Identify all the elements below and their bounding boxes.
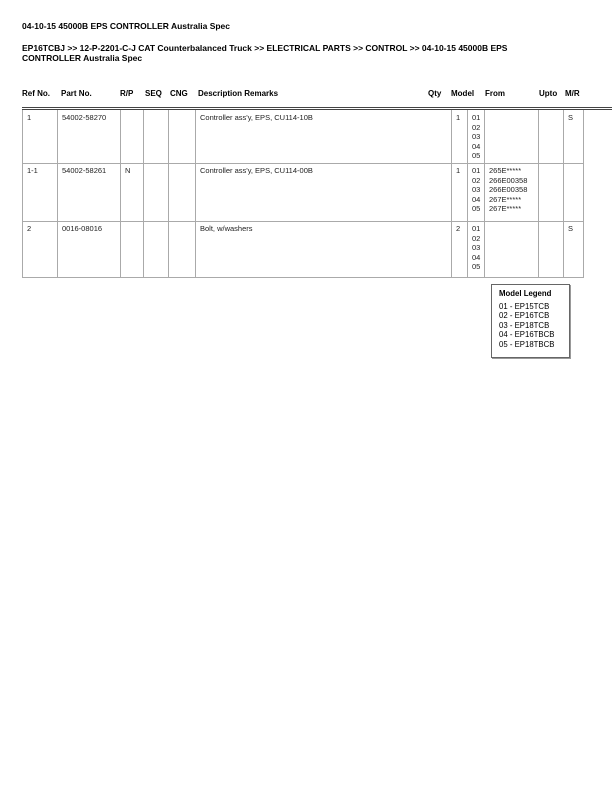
table-row: 1-1 54002-58261 N Controller ass'y, EPS, CU… — [22, 163, 584, 222]
column-header: Ref No. — [22, 89, 50, 98]
model-legend: Model Legend 01 - EP15TCB 02 - EP16TCB 0… — [491, 284, 570, 358]
column-header: CNG — [170, 89, 188, 98]
cell-from — [484, 221, 538, 277]
column-header: M/R — [565, 89, 580, 98]
models-value: 04 — [472, 141, 481, 151]
cell-qty: 1 — [451, 163, 467, 221]
cell-models: 01 02 03 04 05 — [467, 221, 484, 277]
table-row: 2 0016-08016 Bolt, w/washers 2 01 02 03 04 05 S — [22, 221, 584, 278]
breadcrumb: EP16TCBJ >> 12-P-2201-C-J CAT Counterbal… — [22, 43, 508, 63]
column-header: Part No. — [61, 89, 92, 98]
cell-desc: Controller ass'y, EPS, CU114-00B — [195, 163, 451, 221]
from-value: 267E***** — [489, 194, 522, 204]
header-divider — [22, 107, 612, 110]
cell-ref: 2 — [22, 221, 57, 277]
from-value: 265E***** — [489, 166, 522, 175]
column-header: R/P — [120, 89, 134, 98]
cell-upto — [538, 221, 563, 277]
column-header: Qty — [428, 89, 442, 98]
models-value: 05 — [472, 262, 481, 272]
models-value: 03 — [472, 243, 481, 253]
legend-item: 02 - EP16TCB — [499, 311, 550, 321]
from-value: 266E00358 — [489, 185, 528, 195]
models-value: 03 — [472, 132, 481, 142]
models-value: 05 — [472, 151, 481, 161]
models-value: 02 — [472, 122, 481, 132]
cell-cng — [168, 163, 195, 221]
models-value: 02 — [472, 233, 481, 243]
column-header: Description Remarks — [198, 89, 279, 98]
models-value: 03 — [472, 185, 481, 195]
models-value: 02 — [472, 175, 481, 185]
cell-ref: 1 — [22, 110, 57, 163]
column-header: Model — [451, 89, 475, 98]
models-value: 05 — [472, 204, 481, 214]
legend-item: 01 - EP15TCB — [499, 301, 550, 311]
cell-seq — [143, 221, 168, 277]
cell-part: 54002-58261 — [57, 163, 120, 221]
cell-part: 54002-58270 — [57, 110, 120, 163]
models-value: 01 — [472, 113, 481, 122]
models-value: 01 — [472, 166, 481, 175]
cell-from: 265E***** 266E00358 266E00358 267E***** 267E… — [484, 163, 538, 221]
legend-title: Model Legend — [499, 289, 552, 298]
cell-qty: 2 — [451, 221, 467, 277]
cell-cng — [168, 110, 195, 163]
from-value: 266E00358 — [489, 175, 528, 185]
cell-upto — [538, 110, 563, 163]
cell-part: 0016-08016 — [57, 221, 120, 277]
cell-models: 01 02 03 04 05 — [467, 163, 484, 221]
cell-models: 01 02 03 04 05 — [467, 110, 484, 163]
legend-item: 05 - EP18TBCB — [499, 339, 555, 349]
cell-seq — [143, 110, 168, 163]
cell-rp — [120, 110, 143, 163]
legend-item: 04 - EP16TBCB — [499, 330, 555, 340]
cell-qty: 1 — [451, 110, 467, 163]
cell-desc: Bolt, w/washers — [195, 221, 451, 277]
column-header: SEQ — [145, 89, 162, 98]
cell-cng — [168, 221, 195, 277]
page-title: 04-10-15 45000B EPS CONTROLLER Australia… — [22, 21, 231, 31]
models-value: 04 — [472, 252, 481, 262]
cell-rp — [120, 221, 143, 277]
cell-from — [484, 110, 538, 163]
cell-rp: N — [120, 163, 143, 221]
cell-ref: 1-1 — [22, 163, 57, 221]
cell-seq — [143, 163, 168, 221]
column-header: Upto — [539, 89, 558, 98]
from-value: 267E***** — [489, 204, 522, 214]
column-header: From — [485, 89, 505, 98]
cell-upto — [538, 163, 563, 221]
cell-mr: S — [563, 110, 584, 163]
legend-item: 03 - EP18TCB — [499, 320, 550, 330]
table-row: 1 54002-58270 Controller ass'y, EPS, CU114… — [22, 110, 584, 164]
cell-desc: Controller ass'y, EPS, CU114-10B — [195, 110, 451, 163]
cell-mr: S — [563, 221, 584, 277]
cell-mr — [563, 163, 584, 221]
models-value: 04 — [472, 194, 481, 204]
models-value: 01 — [472, 224, 481, 233]
